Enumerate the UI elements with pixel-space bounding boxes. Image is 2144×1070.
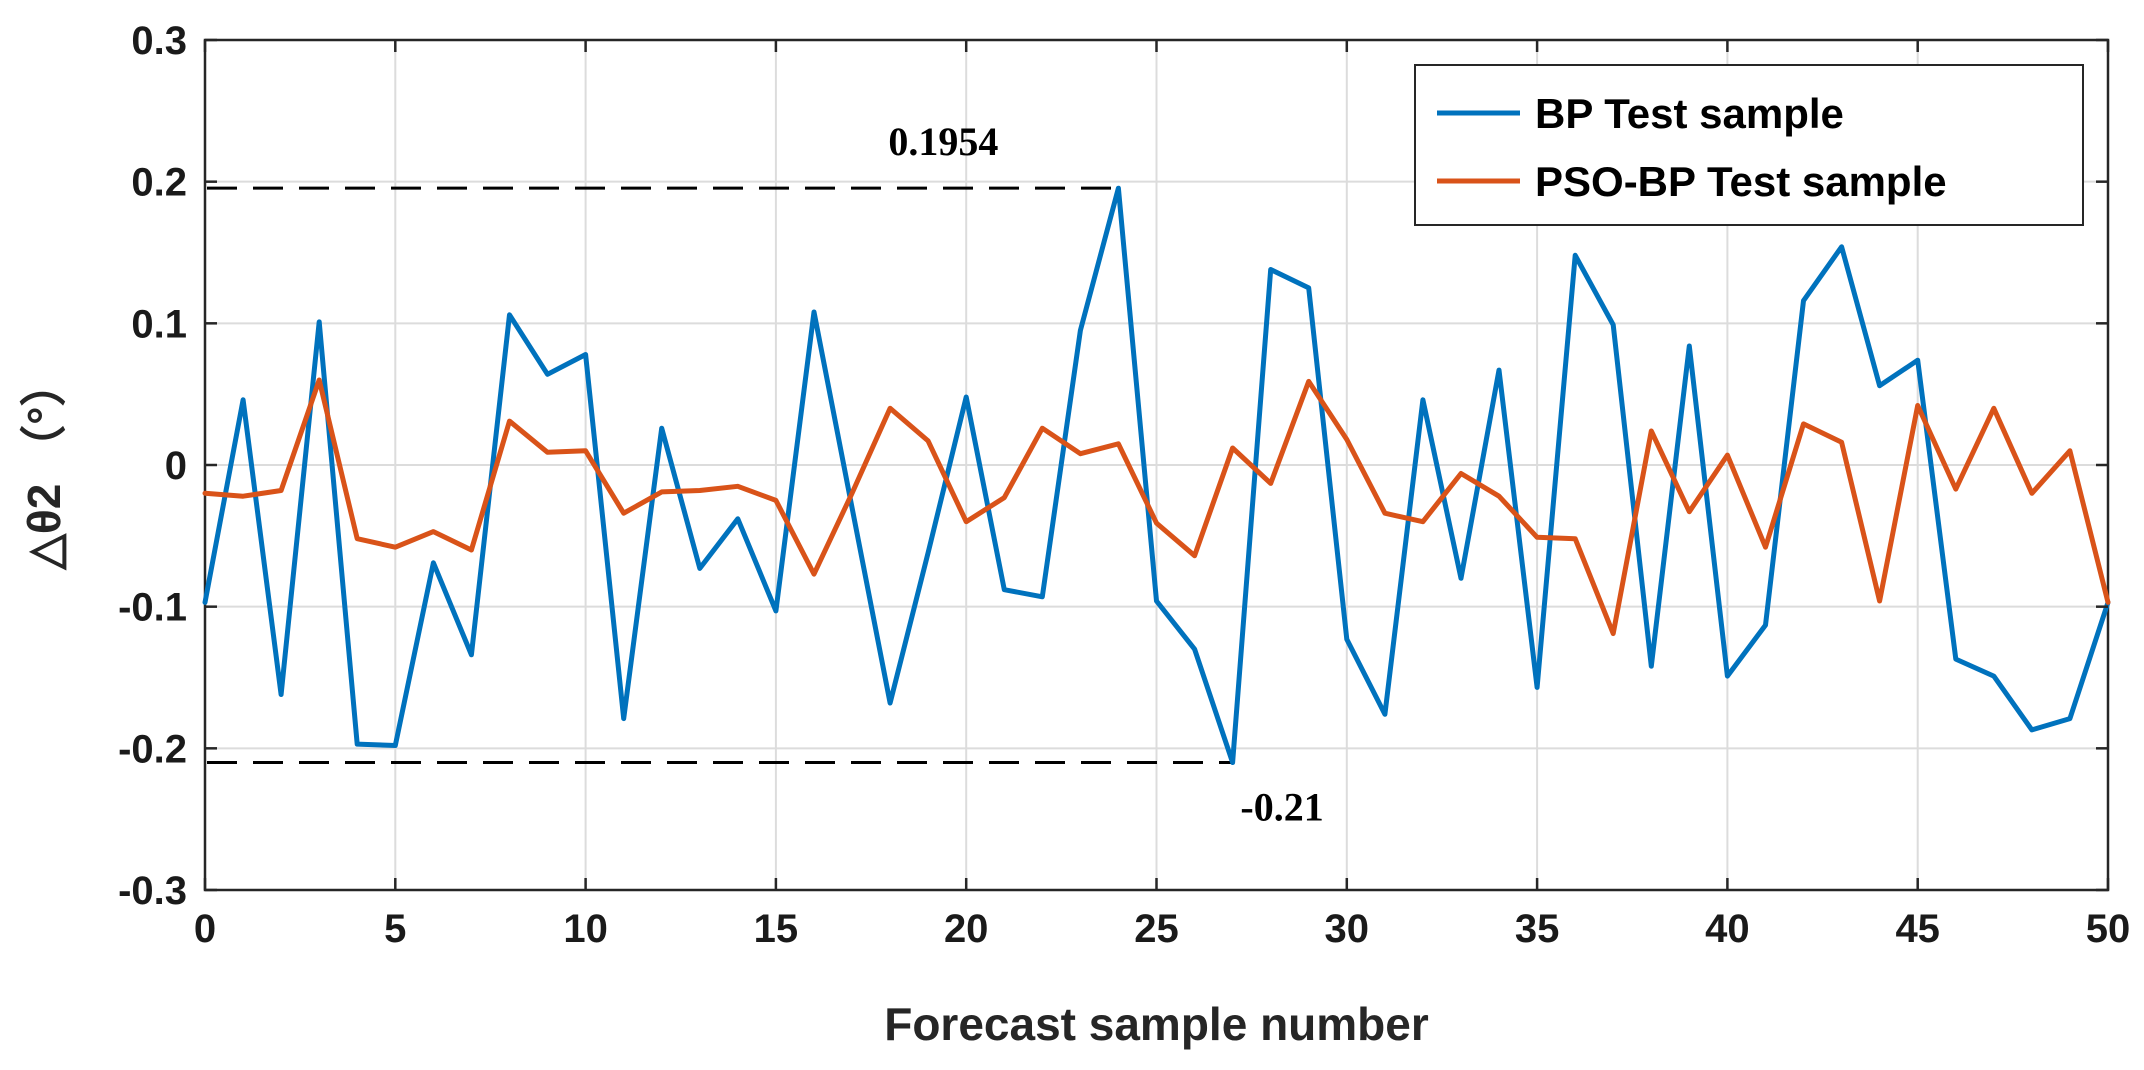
x-tick-label: 50 bbox=[2086, 907, 2131, 951]
annotation-label: 0.1954 bbox=[888, 119, 998, 164]
x-tick-label: 0 bbox=[194, 907, 216, 951]
y-tick-label: 0.1 bbox=[131, 302, 187, 346]
tick-marks bbox=[203, 38, 2110, 892]
legend-label-pso-bp: PSO-BP Test sample bbox=[1535, 158, 1947, 205]
x-tick-labels: 0 5 10 15 20 25 30 35 40 45 50 bbox=[194, 907, 2130, 951]
y-tick-label: -0.3 bbox=[118, 869, 187, 913]
y-tick-labels: -0.3 -0.2 -0.1 0 0.1 0.2 0.3 bbox=[118, 19, 187, 913]
x-tick-label: 15 bbox=[754, 907, 799, 951]
annotation-label: -0.21 bbox=[1240, 785, 1323, 830]
x-tick-label: 20 bbox=[944, 907, 989, 951]
series-line-bp bbox=[202, 185, 2111, 765]
reference-lines bbox=[207, 186, 1233, 764]
series-line-pso-bp bbox=[202, 377, 2111, 637]
legend-label-bp: BP Test sample bbox=[1535, 90, 1844, 137]
y-tick-label: 0.2 bbox=[131, 161, 187, 205]
x-tick-label: 5 bbox=[384, 907, 406, 951]
y-tick-label: 0.3 bbox=[131, 19, 187, 63]
y-tick-label: 0 bbox=[165, 444, 187, 488]
legend-box bbox=[1414, 64, 2084, 226]
x-tick-label: 45 bbox=[1895, 907, 1940, 951]
y-tick-label: -0.1 bbox=[118, 586, 187, 630]
x-tick-label: 35 bbox=[1515, 907, 1560, 951]
annotations: 0.1954 -0.21 bbox=[888, 119, 1323, 829]
x-axis-title: Forecast sample number bbox=[884, 998, 1429, 1050]
x-tick-label: 25 bbox=[1134, 907, 1179, 951]
y-axis-title: △θ2 （°） bbox=[18, 361, 70, 572]
legend: BP Test sample PSO-BP Test sample bbox=[1414, 64, 2084, 226]
x-tick-label: 30 bbox=[1325, 907, 1370, 951]
x-tick-label: 40 bbox=[1705, 907, 1750, 951]
y-tick-label: -0.2 bbox=[118, 727, 187, 771]
series-lines bbox=[202, 185, 2111, 765]
x-tick-label: 10 bbox=[563, 907, 608, 951]
